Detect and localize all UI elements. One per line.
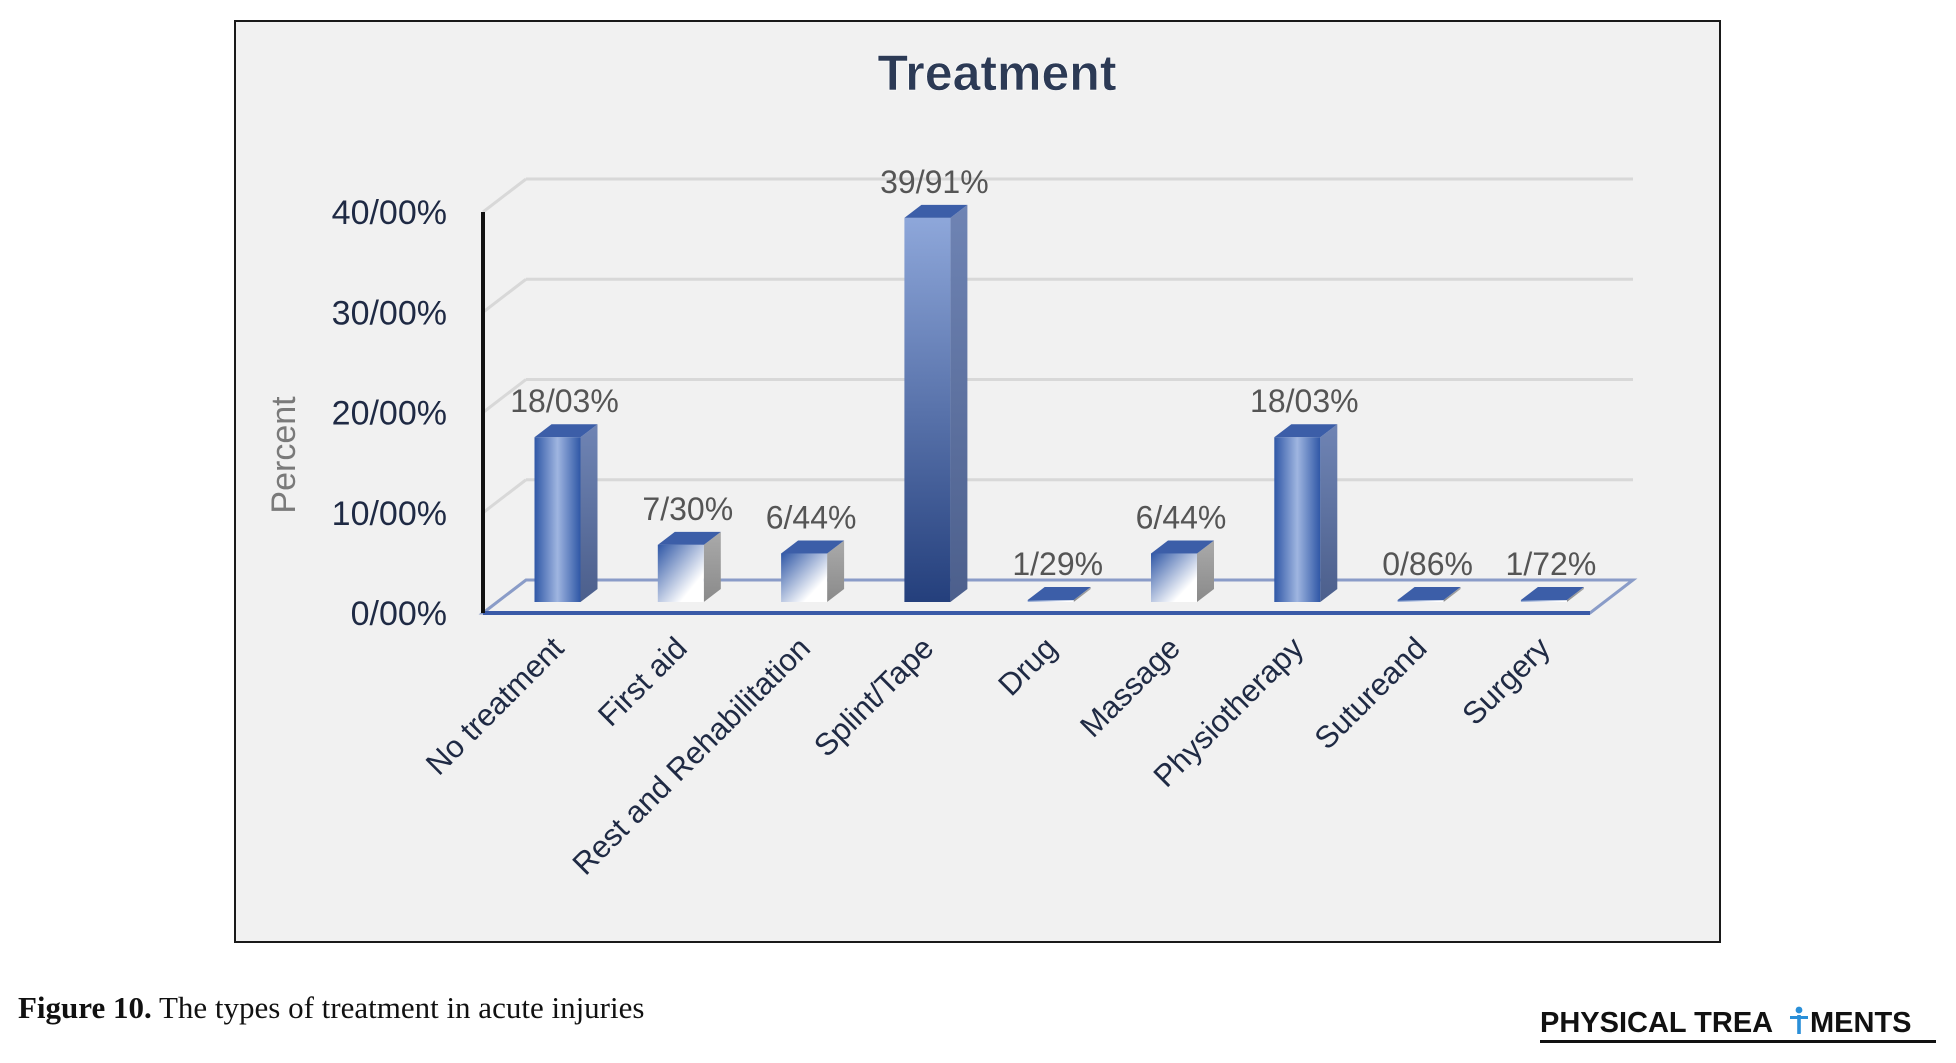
bar-side: [703, 531, 721, 602]
bar-top: [1397, 587, 1461, 600]
bar: [1274, 424, 1338, 602]
y-tick-label: 40/00%: [332, 194, 447, 232]
bar: [1151, 540, 1214, 602]
data-labels: 18/03% 7/30% 6/44% 39/91% 1/29% 6/44% 18/03% 0/…: [510, 164, 1596, 582]
x-tick-label: No treatment: [419, 630, 571, 782]
bar: [657, 531, 721, 602]
y-tick-label: 30/00%: [332, 294, 447, 332]
bar-front: [1151, 553, 1197, 602]
y-tick-label: 10/00%: [332, 495, 447, 533]
data-label: 1/72%: [1506, 546, 1597, 582]
caption-text: The types of treatment in acute injuries: [151, 990, 645, 1025]
gridline-diag-1: [482, 478, 527, 514]
brand-underline: [1540, 1040, 1936, 1043]
axes: [478, 212, 1638, 615]
gridline-diag-2: [482, 378, 527, 414]
gridline-diag-4: [482, 177, 527, 214]
bar-front: [534, 437, 581, 602]
bar-top: [1151, 540, 1214, 554]
data-label: 7/30%: [642, 491, 733, 527]
bars: [534, 204, 1584, 602]
data-label: 1/29%: [1012, 546, 1103, 582]
x-tick-label: Sutureand: [1308, 630, 1434, 756]
bar-front: [904, 217, 951, 602]
bar-top: [781, 540, 845, 554]
gridline-diag-3: [482, 278, 527, 314]
x-tick-label: Massage: [1073, 630, 1187, 744]
x-tick-label: Splint/Tape: [807, 630, 940, 763]
bar-side: [1566, 587, 1584, 602]
y-tick-label: 20/00%: [332, 395, 447, 433]
bar-front: [781, 553, 828, 602]
data-label: 18/03%: [1250, 383, 1359, 419]
bar-side: [1320, 424, 1338, 602]
bar-top: [657, 531, 721, 545]
data-label: 6/44%: [1136, 499, 1227, 535]
bar: [904, 204, 968, 602]
data-label: 39/91%: [880, 164, 989, 200]
bar-side: [1073, 587, 1091, 602]
brand-text-left: PHYSICAL TREA: [1540, 1007, 1773, 1039]
bar: [534, 424, 598, 602]
person-icon: [1790, 1006, 1808, 1034]
x-tick-label: First aid: [591, 630, 694, 733]
bar: [1027, 587, 1091, 602]
bar-front: [1520, 600, 1567, 602]
bar-front: [1027, 600, 1074, 602]
bar-side: [827, 540, 845, 602]
bar: [1520, 587, 1584, 602]
bar-top: [1027, 587, 1091, 600]
bar-top: [1274, 424, 1338, 438]
bar-side: [950, 204, 968, 602]
x-tick-label: Surgery: [1455, 630, 1557, 732]
bar-side: [1443, 587, 1461, 602]
data-label: 18/03%: [510, 383, 619, 419]
x-tick-label: Drug: [991, 630, 1063, 702]
chart-title: Treatment: [878, 45, 1117, 101]
y-axis-label: Percent: [265, 396, 303, 514]
bar-top: [904, 204, 968, 218]
bar: [1397, 587, 1461, 602]
bar-top: [534, 424, 598, 438]
bar-front: [1274, 437, 1321, 602]
bar-side: [580, 424, 598, 602]
brand-logo: PHYSICAL TREA MENTS: [1540, 1006, 1936, 1043]
data-label: 0/86%: [1382, 546, 1473, 582]
brand-text-right: MENTS: [1810, 1007, 1912, 1039]
x-tick-label: Rest and Rehabilitation: [566, 630, 817, 881]
y-tick-label: 0/00%: [351, 595, 447, 633]
bar-front: [657, 544, 704, 602]
bar-top: [1520, 587, 1584, 600]
caption-label: Figure 10.: [18, 990, 152, 1025]
bar-front: [1397, 600, 1444, 602]
figure-caption: Figure 10. The types of treatment in acu…: [18, 990, 644, 1026]
chart: Treatment Percent 18/03% 7/30% 6/44% 39/91%…: [265, 45, 1638, 882]
bar-side: [1197, 540, 1214, 602]
bar: [781, 540, 845, 602]
data-label: 6/44%: [766, 499, 857, 535]
